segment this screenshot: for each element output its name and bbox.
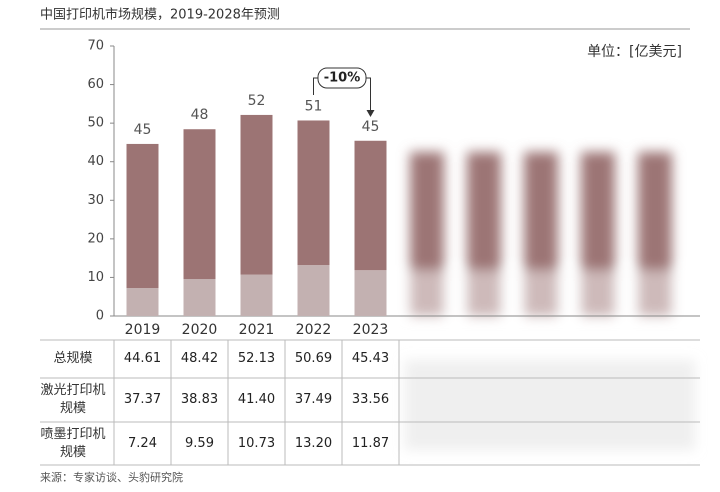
table-value: 9.59 bbox=[185, 435, 214, 451]
bar-segment bbox=[240, 114, 273, 275]
total-label: 52 bbox=[248, 93, 266, 109]
table-value: 52.13 bbox=[237, 351, 276, 366]
total-label: 48 bbox=[191, 107, 209, 123]
row-label: 总规模 bbox=[53, 351, 93, 366]
table-value: 44.61 bbox=[123, 351, 162, 366]
table-value: 50.69 bbox=[294, 351, 333, 366]
table-value: 10.73 bbox=[237, 435, 276, 451]
y-tick-label: 30 bbox=[87, 193, 104, 208]
x-tick-label: 2019 bbox=[125, 322, 161, 338]
table-value: 48.42 bbox=[180, 351, 219, 366]
table-value: 33.56 bbox=[351, 392, 390, 407]
row-label: 激光打印机规模 bbox=[40, 383, 106, 416]
total-label: 51 bbox=[305, 98, 323, 114]
x-tick-label: 2020 bbox=[182, 322, 218, 338]
y-tick-label: 20 bbox=[87, 231, 104, 246]
y-tick-label: 40 bbox=[87, 154, 104, 169]
bar-segment bbox=[126, 143, 159, 289]
blurred-base bbox=[405, 270, 695, 316]
table-value: 37.37 bbox=[123, 392, 162, 407]
annotation-arrow bbox=[366, 110, 375, 117]
table-value: 37.49 bbox=[294, 392, 333, 407]
total-label: 45 bbox=[134, 122, 152, 138]
table-value: 45.43 bbox=[351, 351, 390, 366]
blurred-table bbox=[405, 360, 695, 450]
bar-segment bbox=[183, 129, 216, 280]
bar-segment bbox=[240, 274, 273, 316]
blurred-forecast bbox=[405, 152, 695, 450]
annotation: -10% bbox=[324, 71, 361, 86]
bar-segment bbox=[354, 140, 387, 271]
bar-segment bbox=[297, 265, 330, 316]
y-tick-label: 70 bbox=[87, 39, 104, 54]
x-tick-label: 2023 bbox=[353, 322, 389, 338]
bar-segment bbox=[183, 279, 216, 316]
bar-segment bbox=[297, 120, 330, 266]
table-value: 41.40 bbox=[237, 392, 276, 407]
table-value: 38.83 bbox=[180, 392, 219, 407]
bar-segment bbox=[354, 270, 387, 316]
table-value: 13.20 bbox=[294, 435, 333, 451]
table-value: 7.24 bbox=[128, 435, 157, 451]
total-label: 45 bbox=[362, 119, 380, 135]
y-tick-label: 0 bbox=[96, 309, 104, 324]
chart-title: 中国打印机市场规模，2019-2028年预测 bbox=[40, 7, 280, 23]
source: 来源：专家访谈、头豹研究院 bbox=[40, 470, 183, 484]
annotation-box bbox=[317, 67, 367, 89]
unit-label: 单位：[亿美元] bbox=[587, 44, 682, 60]
x-tick-label: 2022 bbox=[296, 322, 332, 338]
row-label: 喷墨打印机规模 bbox=[40, 426, 106, 460]
x-tick-label: 2021 bbox=[239, 322, 275, 338]
table-value: 11.87 bbox=[351, 435, 390, 451]
y-tick-label: 60 bbox=[87, 77, 104, 92]
y-tick-label: 50 bbox=[87, 116, 104, 131]
y-tick-label: 10 bbox=[87, 270, 104, 285]
bar-segment bbox=[126, 288, 159, 316]
